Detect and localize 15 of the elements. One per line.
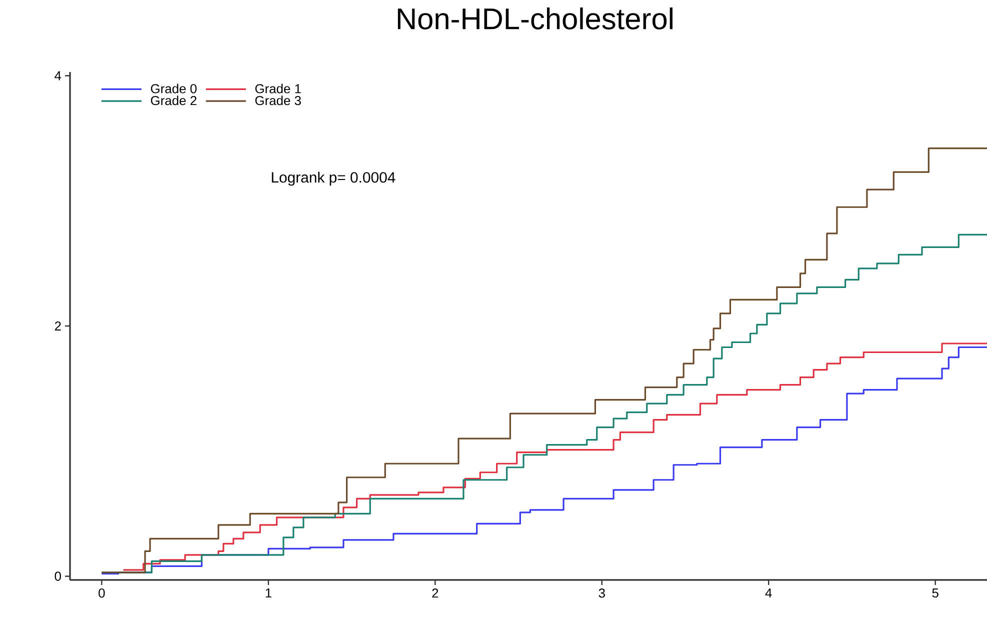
legend-label: Grade 0 [150, 84, 197, 94]
x-tick-label: 0 [98, 588, 105, 598]
x-tick-label: 1 [266, 588, 272, 598]
legend-label: Grade 3 [255, 96, 301, 106]
legend-label: Grade 1 [255, 84, 301, 94]
annotation: Logrank p= 0.0004 [272, 172, 396, 186]
y-tick-label: 2 [54, 321, 61, 331]
chart-title: Non-HDL-cholesterol [398, 8, 672, 30]
x-tick-label: 5 [932, 588, 938, 598]
y-tick-label: 0 [54, 572, 61, 581]
x-tick-label: 4 [765, 588, 772, 598]
y-tick-label: 4 [54, 71, 62, 80]
x-tick-label: 2 [432, 588, 438, 598]
x-tick-label: 3 [598, 588, 605, 598]
legend-label: Grade 2 [150, 96, 196, 106]
